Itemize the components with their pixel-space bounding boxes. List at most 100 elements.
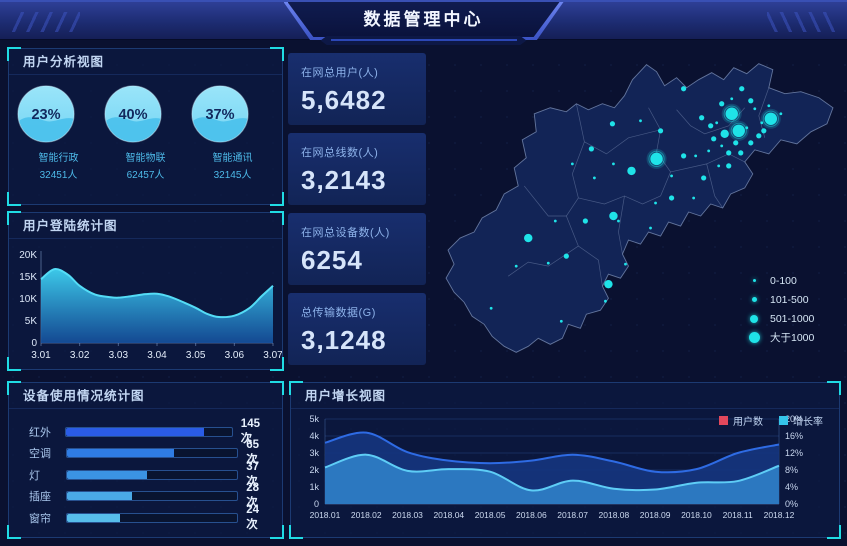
map-bubble[interactable] (720, 144, 724, 148)
region-bubble-map[interactable] (428, 45, 847, 377)
legend-size-label: 0-100 (770, 274, 797, 287)
map-bubble[interactable] (733, 140, 739, 146)
map-bubble[interactable] (489, 306, 493, 310)
map-bubble[interactable] (657, 128, 664, 134)
map-bubble[interactable] (699, 115, 705, 121)
map-bubble[interactable] (745, 126, 749, 130)
map-legend-row: 0-100 (746, 271, 814, 290)
map-bubble[interactable] (650, 152, 663, 166)
map-bubble[interactable] (739, 86, 745, 92)
stat-card[interactable]: 在网总线数(人) 3,2143 (288, 133, 426, 205)
map-bubble[interactable] (639, 119, 642, 123)
map-bubble[interactable] (694, 154, 698, 158)
stat-card[interactable]: 总传输数据(G) 3,1248 (288, 293, 426, 365)
map-bubble[interactable] (767, 104, 771, 108)
map-bubble[interactable] (582, 218, 588, 224)
map-bubble[interactable] (559, 319, 563, 323)
svg-text:2018.10: 2018.10 (681, 510, 712, 520)
liquid-circle-item[interactable]: 40% 智能物联 62457人 (102, 83, 188, 181)
device-bar-row[interactable]: 窗帘 24次 (29, 504, 270, 531)
map-bubble[interactable] (592, 176, 596, 180)
legend-size-dot (752, 279, 756, 282)
map-bubble[interactable] (748, 98, 754, 104)
legend-item[interactable]: 用户数 (719, 413, 763, 428)
map-bubble[interactable] (761, 128, 767, 134)
login-area-chart[interactable]: 0 5K 10K 15K 20K 3.01 3.02 3.03 3.04 3.05 3.06 3.07 (11, 241, 282, 369)
stat-card[interactable]: 在网总设备数(人) 6254 (288, 213, 426, 285)
liquid-circle-gauge: 23% (17, 85, 76, 143)
map-bubble[interactable] (609, 121, 616, 127)
map-bubble[interactable] (612, 162, 615, 166)
device-bar-fill (67, 449, 175, 458)
map-bubble[interactable] (563, 253, 569, 259)
map-bubble[interactable] (711, 136, 717, 142)
map-bubble[interactable] (627, 166, 636, 176)
map-bubble[interactable] (681, 153, 687, 159)
map-bubble[interactable] (649, 226, 652, 230)
map-bubble[interactable] (604, 299, 607, 303)
map-bubble[interactable] (725, 107, 738, 120)
map-bubble[interactable] (756, 133, 762, 139)
svg-text:12%: 12% (785, 448, 803, 458)
svg-text:2018.05: 2018.05 (475, 510, 506, 520)
map-bubble[interactable] (732, 124, 745, 138)
map-bubble[interactable] (681, 86, 687, 92)
stat-card[interactable]: 在网总用户(人) 5,6482 (288, 53, 426, 125)
device-bar-row[interactable]: 红外 145次 (29, 418, 270, 445)
map-bubble[interactable] (553, 219, 557, 223)
map-bubble[interactable] (748, 140, 754, 146)
map-legend-row: 501-1000 (746, 309, 814, 328)
device-bar-row[interactable]: 空调 65次 (29, 439, 270, 466)
circle-count: 62457人 (126, 170, 165, 181)
device-bar-row[interactable]: 插座 28次 (29, 482, 270, 509)
map-bubble[interactable] (708, 123, 714, 129)
legend-item[interactable]: 增长率 (779, 413, 823, 428)
map-bubble[interactable] (753, 107, 757, 111)
map-bubble[interactable] (726, 150, 732, 156)
map-bubble[interactable] (546, 261, 550, 265)
map-bubble[interactable] (609, 211, 618, 221)
map-bubble[interactable] (604, 279, 613, 289)
legend-size-label: 501-1000 (770, 312, 815, 325)
liquid-circle-item[interactable]: 37% 智能通讯 32145人 (189, 83, 275, 181)
svg-text:4k: 4k (309, 431, 319, 441)
map-bubble[interactable] (524, 233, 533, 243)
svg-text:2018.07: 2018.07 (557, 510, 588, 520)
svg-text:5k: 5k (309, 415, 319, 424)
legend-label: 增长率 (793, 417, 823, 428)
map-bubble[interactable] (701, 175, 707, 181)
map-bubble[interactable] (717, 164, 721, 168)
map-bubble[interactable] (624, 262, 627, 266)
svg-text:0%: 0% (785, 499, 798, 509)
map-bubble[interactable] (707, 149, 711, 153)
map-bubble[interactable] (720, 129, 729, 139)
map-bubble[interactable] (719, 101, 725, 107)
header-left-ornament (10, 12, 80, 32)
map-bubble[interactable] (779, 112, 783, 116)
device-bar-track (66, 512, 239, 523)
map-bubble[interactable] (764, 112, 778, 125)
map-bubble[interactable] (654, 201, 657, 205)
map-bubble[interactable] (588, 146, 594, 152)
liquid-circle-item[interactable]: 23% 智能行政 32451人 (15, 83, 101, 181)
device-bar-row[interactable]: 灯 37次 (29, 461, 270, 488)
map-region: 0-100 101-500 501-1000 大于1000 (428, 45, 847, 377)
device-label: 灯 (29, 469, 40, 482)
map-bubble[interactable] (760, 121, 764, 125)
map-bubble[interactable] (692, 196, 696, 200)
map-bubble[interactable] (726, 163, 732, 169)
device-bar-fill (66, 427, 204, 436)
svg-text:15K: 15K (19, 272, 37, 283)
map-bubble[interactable] (514, 264, 518, 268)
map-bubble[interactable] (715, 121, 719, 125)
map-bubble[interactable] (617, 219, 620, 223)
map-bubble[interactable] (738, 150, 744, 156)
device-label: 红外 (29, 426, 51, 439)
map-bubble[interactable] (730, 97, 734, 101)
map-bubble[interactable] (570, 162, 574, 166)
map-bubble[interactable] (670, 174, 673, 178)
legend-size-dot (751, 297, 757, 302)
map-bubble[interactable] (668, 195, 675, 201)
